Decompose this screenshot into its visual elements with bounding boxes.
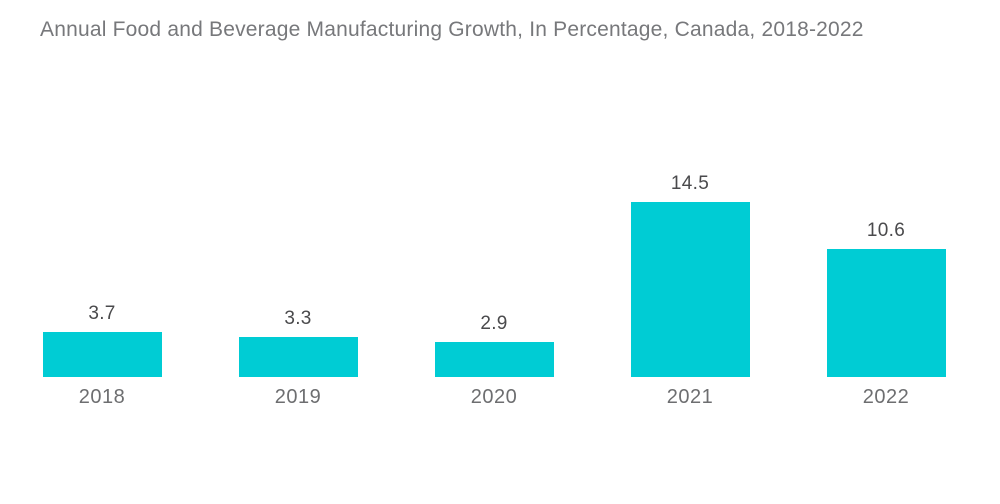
bar-value-label: 2.9 (480, 313, 508, 334)
bar-column: 3.3 2019 (200, 0, 396, 412)
bar-category-label: 2019 (274, 386, 322, 408)
bar-value-label: 10.6 (866, 220, 906, 241)
bar-value-label: 14.5 (670, 173, 710, 194)
bar (42, 332, 162, 377)
bar (434, 342, 554, 377)
bar (238, 337, 358, 377)
bar-column: 3.7 2018 (4, 0, 200, 412)
bar-category-label: 2018 (78, 386, 126, 408)
bar-category-label: 2021 (666, 386, 714, 408)
bar (630, 202, 750, 377)
bar-category-label: 2020 (470, 386, 518, 408)
bar-category-label: 2022 (862, 386, 910, 408)
bar-column: 10.6 2022 (788, 0, 984, 412)
bar-column: 2.9 2020 (396, 0, 592, 412)
bar-chart-plot-area: 3.7 2018 3.3 2019 2.9 2020 14.5 2021 10.6 2022 (4, 0, 984, 412)
chart-title: Annual Food and Beverage Manufacturing G… (40, 18, 864, 41)
bar-value-label: 3.7 (88, 303, 116, 324)
bar-column: 14.5 2021 (592, 0, 788, 412)
bar-value-label: 3.3 (284, 308, 312, 329)
bar (826, 249, 946, 377)
